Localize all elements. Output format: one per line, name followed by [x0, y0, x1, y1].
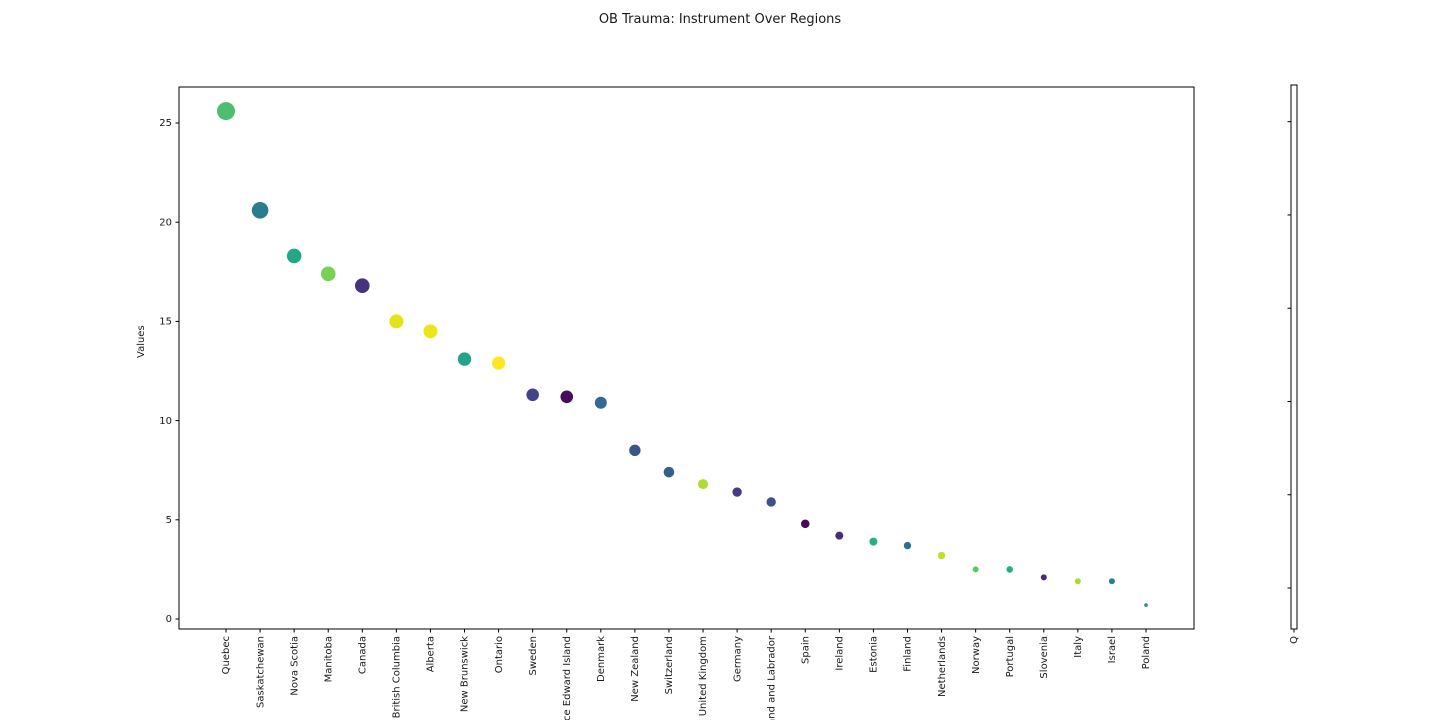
x-tick-label: Newfoundland and Labrador — [766, 635, 777, 720]
data-point — [251, 201, 269, 219]
secondary-x-tick-label: Q — [1289, 636, 1300, 644]
data-point — [1040, 574, 1047, 581]
x-tick-label: Sweden — [528, 636, 539, 676]
data-point — [389, 314, 404, 329]
data-point — [698, 479, 709, 490]
x-tick-label-group: Netherlands — [937, 636, 948, 697]
x-tick-label-group: Germany — [732, 636, 743, 682]
x-tick-label: Germany — [732, 636, 743, 682]
x-tick-label-group: Prince Edward Island — [562, 636, 573, 720]
x-tick-label-group: Italy — [1073, 636, 1084, 658]
data-point — [972, 566, 979, 573]
x-tick-label-group: Spain — [800, 636, 811, 664]
x-tick-label-group: Manitoba — [323, 636, 334, 682]
x-tick-label: Estonia — [869, 636, 880, 673]
data-point — [766, 497, 776, 507]
x-tick-label: Ireland — [835, 636, 846, 671]
x-tick-label-group: Israel — [1107, 636, 1118, 663]
data-point — [800, 519, 810, 529]
x-tick-label-group: Estonia — [869, 636, 880, 673]
x-tick-label: United Kingdom — [698, 636, 709, 716]
data-point — [320, 266, 336, 282]
x-tick-label-group: New Zealand — [630, 636, 641, 702]
main-axes-box — [178, 86, 1195, 630]
x-tick-label-group: Switzerland — [664, 636, 675, 694]
data-point — [1108, 578, 1115, 585]
y-tick-label: 20 — [159, 217, 172, 228]
x-tick-label-group: Finland — [903, 636, 914, 672]
x-tick-label: Canada — [357, 636, 368, 674]
x-tick-label-group: Sweden — [528, 636, 539, 676]
chart-title: OB Trauma: Instrument Over Regions — [598, 12, 842, 27]
x-tick-label: Denmark — [596, 636, 607, 682]
data-point — [1144, 603, 1148, 607]
x-tick-label-group: Newfoundland and Labrador — [766, 635, 777, 720]
y-tick-label: 0 — [166, 614, 172, 625]
x-tick-label-group: Alberta — [426, 636, 437, 672]
x-tick-label-group: Ireland — [835, 636, 846, 671]
x-tick-label-group: Slovenia — [1039, 636, 1050, 679]
x-tick-label: Prince Edward Island — [562, 636, 573, 720]
data-point — [594, 396, 607, 409]
x-tick-label: Italy — [1073, 636, 1084, 658]
secondary-axes-box — [1290, 84, 1298, 630]
x-tick-label: Norway — [971, 636, 982, 674]
data-point — [491, 356, 506, 370]
y-tick-label: 10 — [159, 416, 172, 427]
data-point — [526, 388, 539, 402]
x-tick-label-group: Poland — [1141, 636, 1152, 669]
data-point — [869, 537, 878, 546]
x-tick-label: Netherlands — [937, 636, 948, 697]
y-tick-label: 5 — [166, 515, 172, 526]
data-point — [457, 352, 472, 366]
data-point — [286, 248, 302, 264]
x-tick-label: Slovenia — [1039, 636, 1050, 679]
x-tick-label: Finland — [903, 636, 914, 672]
x-tick-label-group: Portugal — [1005, 636, 1016, 677]
x-tick-label-group: New Brunswick — [460, 636, 471, 712]
x-tick-label-group: Saskatchewan — [255, 636, 266, 708]
data-point — [903, 541, 912, 550]
x-tick-label: Manitoba — [323, 636, 334, 682]
x-tick-label: Ontario — [494, 636, 505, 673]
x-tick-label: Poland — [1141, 636, 1152, 669]
x-tick-label-group: United Kingdom — [698, 636, 709, 716]
x-tick-label-group: Nova Scotia — [289, 636, 300, 696]
x-tick-label: New Zealand — [630, 636, 641, 702]
data-point — [937, 551, 946, 560]
x-tick-label: Israel — [1107, 636, 1118, 663]
x-tick-label: New Brunswick — [460, 636, 471, 712]
data-point — [1006, 566, 1014, 573]
data-point — [560, 390, 574, 404]
x-tick-label: Quebec — [221, 636, 232, 674]
secondary-x-tick-label-group: Q — [1289, 636, 1300, 644]
data-point — [354, 278, 370, 293]
y-tick-label: 15 — [159, 317, 172, 328]
x-tick-label: Spain — [800, 636, 811, 664]
x-tick-label-group: Norway — [971, 636, 982, 674]
data-point — [732, 487, 742, 497]
x-tick-label-group: Canada — [357, 636, 368, 674]
data-point — [423, 324, 438, 339]
x-tick-label-group: British Columbia — [392, 636, 403, 718]
x-tick-label: British Columbia — [392, 636, 403, 718]
x-tick-label-group: Denmark — [596, 636, 607, 682]
data-point — [217, 102, 235, 121]
data-point — [835, 531, 844, 540]
x-tick-label: Portugal — [1005, 636, 1016, 677]
x-tick-label-group: Ontario — [494, 636, 505, 673]
x-tick-label: Saskatchewan — [255, 636, 266, 708]
x-tick-label: Switzerland — [664, 636, 675, 694]
data-point — [663, 466, 675, 478]
x-tick-label: Nova Scotia — [289, 636, 300, 696]
x-tick-label: Alberta — [426, 636, 437, 672]
y-tick-label: 25 — [159, 118, 172, 129]
data-point — [629, 444, 641, 457]
x-tick-label-group: Quebec — [221, 636, 232, 674]
data-point — [1074, 578, 1081, 585]
